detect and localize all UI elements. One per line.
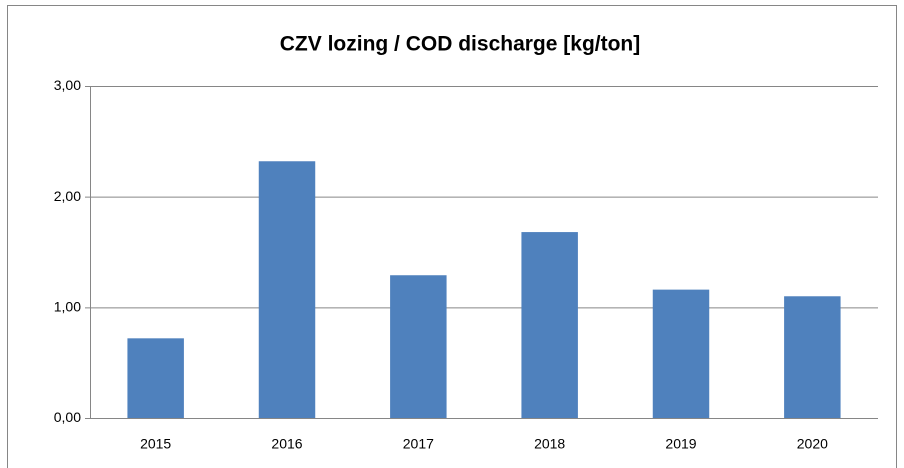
y-tick-label: 0,00 [54,409,81,425]
x-tick-label: 2016 [271,436,302,452]
x-tick-label: 2015 [140,436,171,452]
y-tick-label: 1,00 [54,299,81,315]
bar [784,296,841,418]
x-tick-label: 2017 [403,436,434,452]
chart-title: CZV lozing / COD discharge [kg/ton] [280,33,641,56]
x-tick-label: 2018 [534,436,565,452]
bar [127,338,184,418]
y-tick-label: 2,00 [54,188,81,204]
x-tick-label: 2020 [797,436,828,452]
bar [652,289,710,418]
x-tick-label: 2019 [665,436,696,452]
bar [521,232,578,418]
y-tick-label: 3,00 [54,77,81,93]
bar [390,275,447,418]
bar [258,161,316,418]
